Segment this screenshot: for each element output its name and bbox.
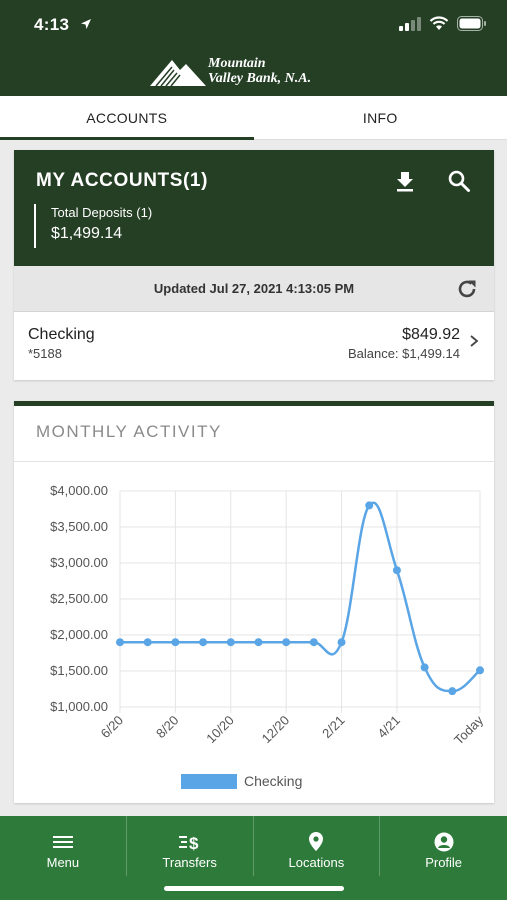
nav-menu-label: Menu [46,854,80,870]
nav-locations-label: Locations [288,854,345,870]
account-available: $849.92 [402,326,460,343]
account-number: *5188 [28,346,62,361]
account-balance: Balance: $1,499.14 [347,346,460,361]
data-point [226,638,235,647]
status-indicators [399,16,487,31]
wifi-icon [429,16,449,30]
data-point [199,638,208,647]
y-tick-label: $3,000.00 [50,555,108,570]
x-tick-label: Today [451,712,486,747]
account-name: Checking [28,326,95,343]
mountain-logo-icon [150,60,206,87]
data-point [365,501,374,510]
home-indicator [164,886,344,891]
signal-icon [399,16,421,31]
app-header: 4:13 [0,0,507,96]
bank-name: Mountain Valley Bank, N.A. [208,56,311,86]
monthly-activity-chart: $4,000.00 $3,500.00 $3,000.00 $2,500.00 $2,0… [50,483,486,789]
refresh-button[interactable] [454,276,480,302]
data-point [448,687,457,696]
divider [14,461,494,462]
x-tick-label: 8/20 [153,713,182,742]
accounts-actions [390,166,474,196]
data-point [143,638,152,647]
total-deposits-value: $1,499.14 [51,225,123,242]
y-tick-label: $3,500.00 [50,519,108,534]
tab-info[interactable]: INFO [362,109,398,126]
account-row-checking[interactable]: Checking *5188 $849.92 Balance: $1,499.1… [14,312,494,372]
download-button[interactable] [390,166,420,196]
monthly-activity-title: MONTHLY ACTIVITY [36,422,222,441]
search-icon [448,170,470,192]
bank-logo: Mountain Valley Bank, N.A. [150,56,360,90]
data-point [337,638,346,647]
series-line-checking [119,501,481,693]
updated-row: Updated Jul 27, 2021 4:13:05 PM [14,266,494,312]
status-bar: 4:13 [0,0,507,52]
accounts-header: MY ACCOUNTS(1) Total Deposits (1) $1,499… [14,150,494,266]
data-point [171,638,180,647]
bank-name-line2: Valley Bank, N.A. [208,71,312,86]
data-point [476,666,484,675]
y-tick-label: $1,000.00 [50,699,108,714]
legend-label: Checking [244,773,302,789]
x-tick-label: 6/20 [98,713,127,742]
total-deposits-label: Total Deposits (1) [51,205,153,220]
data-point [254,638,263,647]
chevron-right-icon [470,335,479,347]
nav-profile-label: Profile [425,854,463,870]
download-icon [397,172,413,192]
monthly-activity-card: MONTHLY ACTIVITY $4,000.00 $3,500.00 $3,00… [14,401,494,803]
nav-transfers[interactable]: $ Transfers [127,816,254,876]
nav-profile[interactable]: Profile [380,816,507,876]
y-tick-label: $1,500.00 [50,663,108,678]
data-point [282,638,291,647]
data-point [116,638,124,647]
transfers-icon: $ [178,831,202,853]
accounts-card: MY ACCOUNTS(1) Total Deposits (1) $1,499… [14,150,494,380]
y-tick-label: $2,000.00 [50,627,108,642]
x-tick-label: 4/21 [375,713,404,742]
x-tick-label: 2/21 [319,713,348,742]
battery-icon [457,16,486,31]
x-tick-label: 10/20 [203,713,237,747]
nav-menu[interactable]: Menu [0,816,127,876]
data-point [420,663,429,672]
tab-bar: ACCOUNTS INFO [0,96,507,140]
location-arrow-icon [81,19,91,29]
total-deposits: Total Deposits (1) $1,499.14 [34,204,152,248]
data-point [392,566,401,575]
profile-icon [434,831,454,853]
nav-locations[interactable]: Locations [254,816,381,876]
refresh-icon [458,280,476,298]
nav-transfers-label: Transfers [162,854,217,870]
x-tick-label: 12/20 [259,713,293,747]
updated-timestamp: Updated Jul 27, 2021 4:13:05 PM [153,281,355,296]
legend-swatch [181,774,237,789]
search-button[interactable] [444,166,474,196]
accounts-title: MY ACCOUNTS(1) [36,170,209,191]
location-pin-icon [308,831,324,853]
tab-accounts[interactable]: ACCOUNTS [0,96,254,140]
y-tick-label: $4,000.00 [50,483,108,498]
status-time: 4:13 [34,15,70,34]
svg-text:$: $ [189,834,199,852]
data-point [309,638,318,647]
bank-name-line1: Mountain [208,56,266,71]
menu-icon [52,831,74,853]
y-tick-label: $2,500.00 [50,591,108,606]
